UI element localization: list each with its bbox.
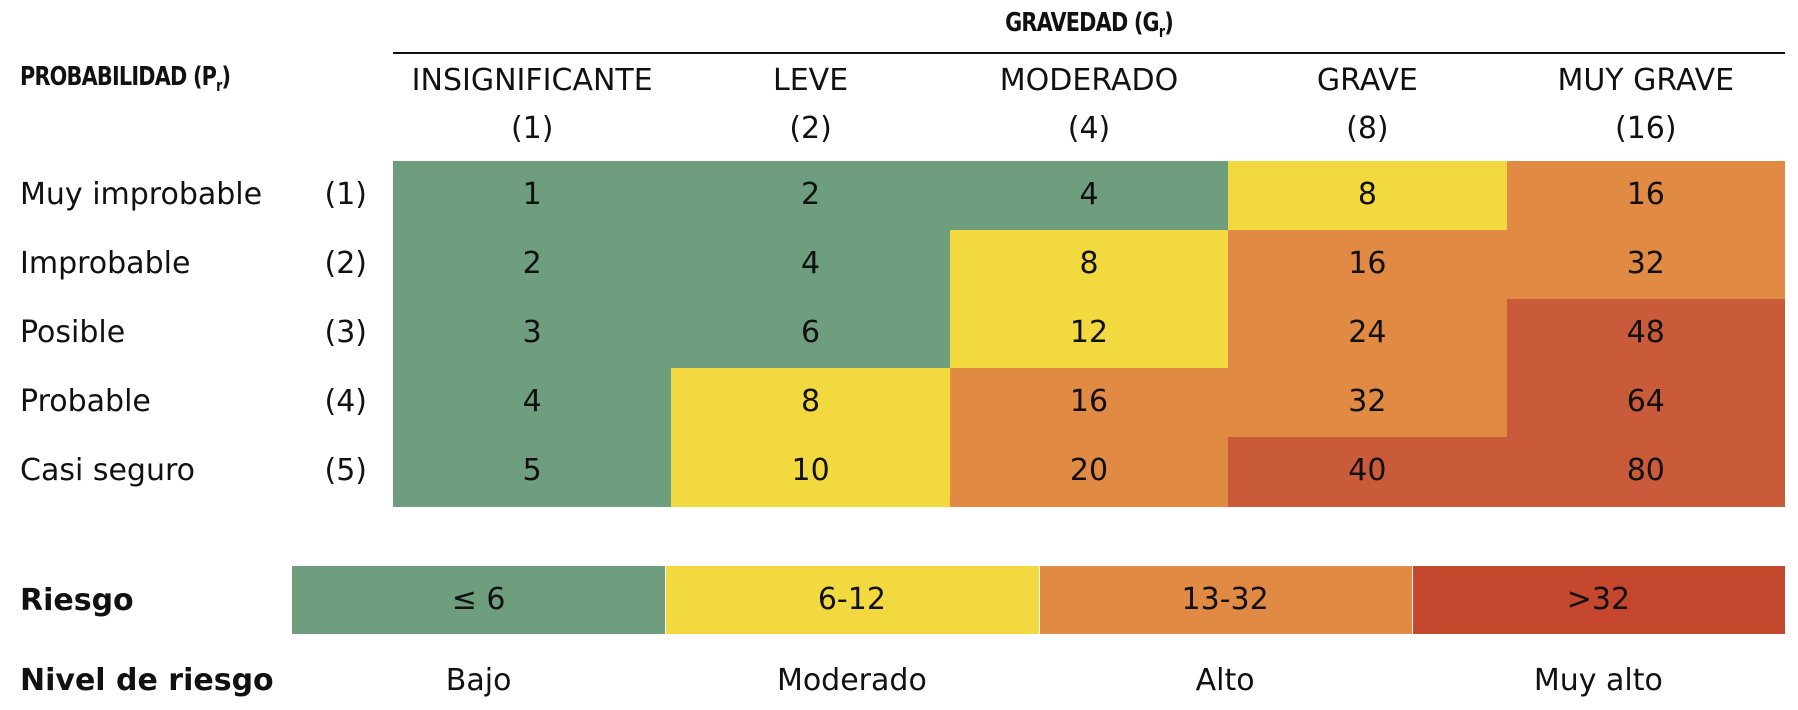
cell-value: 48 <box>1626 315 1665 350</box>
cell <box>671 230 951 300</box>
cell-value: 64 <box>1626 384 1665 419</box>
cell-value: 32 <box>1626 246 1665 281</box>
row-weight: (4) <box>324 384 368 419</box>
legend-label: Riesgo <box>20 583 134 618</box>
cell <box>671 161 951 231</box>
column-label: INSIGNIFICANTE <box>411 63 653 98</box>
legend-segment <box>1039 566 1412 634</box>
cell <box>671 437 951 507</box>
cell <box>949 230 1229 300</box>
cell <box>671 299 951 369</box>
cell <box>1228 437 1508 507</box>
cell-value: 8 <box>801 384 821 419</box>
cell <box>1228 368 1508 438</box>
cell-value: 24 <box>1348 315 1387 350</box>
cell-value: 5 <box>522 453 542 488</box>
legend-segment <box>292 566 666 634</box>
column-weight: (16) <box>1615 111 1677 146</box>
cell <box>393 299 672 369</box>
cell <box>949 437 1229 507</box>
row-weight: (3) <box>324 315 368 350</box>
cell-value: 16 <box>1069 384 1109 419</box>
cell <box>1506 230 1786 300</box>
column-weight: (8) <box>1346 111 1389 146</box>
cell <box>949 161 1229 231</box>
legend-range: ≤ 6 <box>451 582 506 617</box>
legend-range: 6-12 <box>817 582 886 617</box>
cell-value: 12 <box>1069 315 1109 350</box>
title-text: GRAVEDAD (G <box>1005 8 1160 38</box>
row-label: Improbable <box>20 246 191 281</box>
cell-value: 2 <box>801 177 821 212</box>
cell-value: 4 <box>522 384 542 419</box>
cell <box>671 368 951 438</box>
title-sub: r <box>1158 23 1165 42</box>
cell-value: 8 <box>1357 177 1377 212</box>
column-label: LEVE <box>773 63 849 98</box>
cell <box>1506 437 1786 507</box>
cell-value: 32 <box>1348 384 1387 419</box>
cell <box>1506 161 1786 231</box>
legend-level: Bajo <box>445 663 512 698</box>
cell-value: 16 <box>1348 246 1387 281</box>
cell-value: 6 <box>801 315 821 350</box>
cell <box>1228 230 1508 300</box>
severity-title: GRAVEDAD (Gr) <box>1005 8 1174 42</box>
row-weight: (2) <box>324 246 368 281</box>
legend-range: >32 <box>1566 582 1631 617</box>
cell <box>393 161 672 231</box>
legend-range: 13-32 <box>1181 582 1269 617</box>
cell-value: 16 <box>1626 177 1665 212</box>
cell-value: 20 <box>1069 453 1109 488</box>
cell <box>1506 368 1786 438</box>
probability-title: PROBABILIDAD (Pr) <box>20 62 231 96</box>
row-label: Muy improbable <box>20 177 263 212</box>
cell-value: 2 <box>522 246 542 281</box>
level-label: Nivel de riesgo <box>20 663 274 698</box>
column-weight: (1) <box>510 111 554 146</box>
legend-level: Moderado <box>776 663 927 698</box>
cell <box>1228 299 1508 369</box>
legend-level: Muy alto <box>1533 663 1663 698</box>
row-label: Casi seguro <box>20 453 196 488</box>
cell-value: 1 <box>522 177 542 212</box>
title-suffix: ) <box>1164 8 1174 38</box>
cell <box>949 299 1229 369</box>
cell-value: 4 <box>801 246 821 281</box>
legend-level: Alto <box>1195 663 1255 698</box>
cell-value: 10 <box>791 453 830 488</box>
column-label: GRAVE <box>1316 63 1418 98</box>
row-label: Posible <box>20 315 126 350</box>
column-label: MUY GRAVE <box>1557 63 1735 98</box>
row-label: Probable <box>20 384 151 419</box>
row-weight: (1) <box>324 177 368 212</box>
cell <box>949 368 1229 438</box>
column-weight: (2) <box>789 111 832 146</box>
cell-value: 40 <box>1348 453 1387 488</box>
cell-value: 4 <box>1079 177 1099 212</box>
cell <box>1228 161 1508 231</box>
cell <box>393 437 672 507</box>
cell-value: 8 <box>1079 246 1099 281</box>
cell-value: 80 <box>1626 453 1665 488</box>
legend-segment <box>1412 566 1785 634</box>
legend-segment <box>666 566 1039 634</box>
row-header-text: PROBABILIDAD (P <box>20 62 217 92</box>
cell-value: 3 <box>522 315 542 350</box>
row-header-sub: r <box>216 77 222 96</box>
column-label: MODERADO <box>999 63 1179 98</box>
cell <box>393 230 672 300</box>
row-header-suffix: ) <box>221 62 231 92</box>
column-weight: (4) <box>1067 111 1111 146</box>
title-rule <box>393 52 1785 54</box>
cell <box>1506 299 1786 369</box>
cell <box>393 368 672 438</box>
row-weight: (5) <box>324 453 368 488</box>
